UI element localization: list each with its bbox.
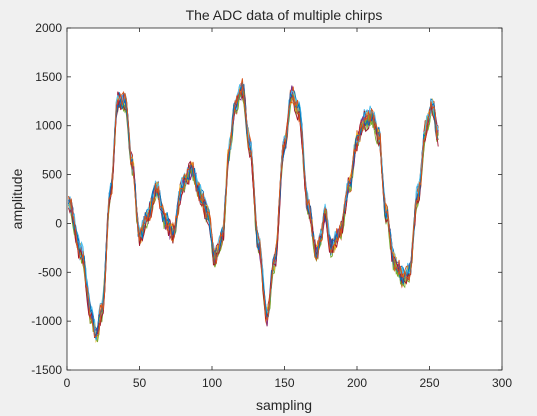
y-axis-ticks: -1500 -1000 -500 0 500 1000 1500 2000	[31, 21, 502, 377]
y-tick-label: 1000	[35, 119, 62, 133]
y-tick-label: 0	[55, 216, 62, 230]
x-tick-label: 250	[419, 376, 439, 390]
x-tick-label: 300	[492, 376, 512, 390]
x-tick-label: 100	[202, 376, 222, 390]
chirp-series-line	[68, 86, 439, 338]
x-tick-label: 0	[64, 376, 71, 390]
y-tick-label: 500	[42, 168, 62, 182]
y-tick-label: -500	[38, 265, 62, 279]
axes-background	[67, 28, 502, 370]
x-tick-label: 200	[347, 376, 367, 390]
y-tick-label: -1000	[31, 314, 62, 328]
x-tick-label: 150	[274, 376, 294, 390]
chart-title: The ADC data of multiple chirps	[186, 7, 383, 23]
y-tick-label: -1500	[31, 363, 62, 377]
x-tick-label: 50	[133, 376, 147, 390]
y-tick-label: 2000	[35, 21, 62, 35]
plot-lines	[68, 78, 439, 343]
x-axis-ticks: 0 50 100 150 200 250 300	[64, 28, 512, 390]
y-tick-label: 1500	[35, 70, 62, 84]
y-axis-label: amplitude	[9, 168, 25, 229]
x-axis-label: sampling	[256, 397, 312, 413]
